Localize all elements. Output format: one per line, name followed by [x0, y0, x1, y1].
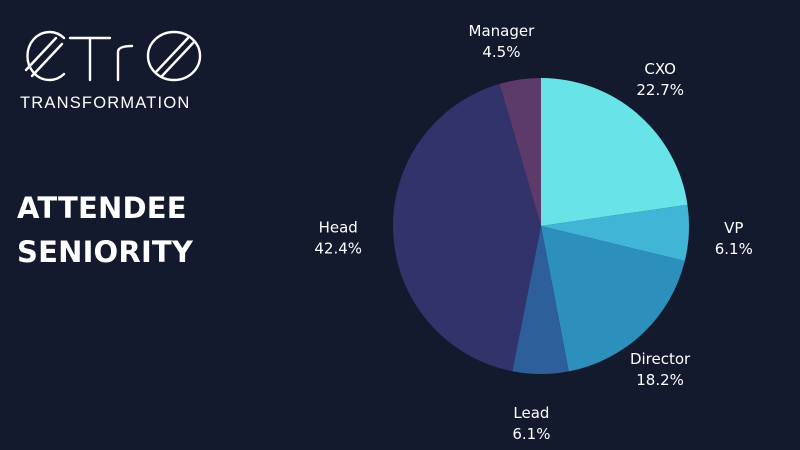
pie-label-value: 6.1%: [512, 425, 550, 443]
pie-label-value: 42.4%: [314, 240, 362, 258]
pie-label-name: Head: [319, 219, 358, 237]
pie-label-name: Director: [630, 350, 691, 368]
pie-label-lead: Lead 6.1%: [512, 404, 550, 443]
pie-slice-vp: [541, 204, 690, 261]
pie-label-value: 18.2%: [636, 371, 684, 389]
brand-subtitle: TRANSFORMATION: [20, 94, 191, 112]
title-line-1: ATTENDEE: [17, 191, 187, 225]
pie-slice-head: [393, 83, 541, 372]
pie-label-director: Director 18.2%: [630, 350, 691, 389]
pie-label-value: 4.5%: [482, 43, 520, 61]
pie-label-vp: VP 6.1%: [715, 219, 753, 258]
pie-label-manager: Manager 4.5%: [469, 22, 536, 61]
pie-slice-lead: [512, 226, 569, 375]
pie-label-value: 6.1%: [715, 240, 753, 258]
brand-logo: [18, 26, 208, 88]
pie-label-name: Lead: [513, 404, 549, 422]
pie-label-name: CXO: [644, 60, 676, 78]
title-line-2: SENIORITY: [17, 235, 194, 269]
pie-slice-director: [541, 226, 685, 372]
pie-slice-manager: [499, 78, 541, 226]
pie-label-cxo: CXO 22.7%: [636, 60, 684, 99]
pie-label-name: Manager: [469, 22, 536, 40]
page-title: ATTENDEE SENIORITY: [17, 186, 193, 274]
pie-slice-cxo: [541, 78, 688, 226]
pie-label-head: Head 42.4%: [314, 219, 362, 258]
ctro-logo-icon: [24, 30, 202, 82]
pie-label-name: VP: [724, 219, 743, 237]
pie-label-value: 22.7%: [636, 81, 684, 99]
